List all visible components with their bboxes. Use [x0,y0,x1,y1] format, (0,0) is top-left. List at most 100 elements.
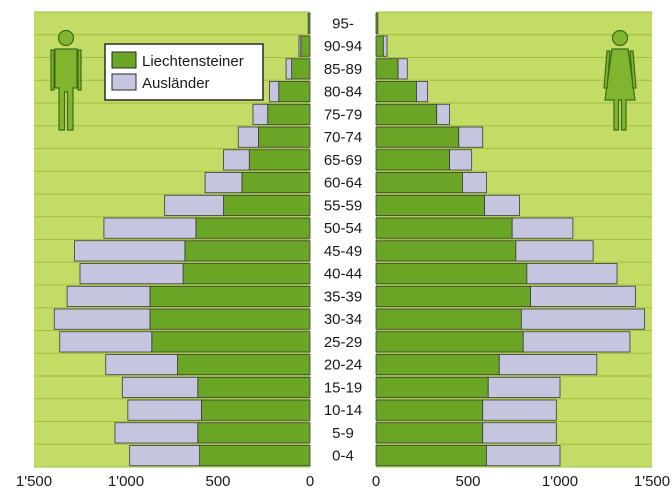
bar-female-liechtensteiner-80-84 [375,81,417,103]
age-group-label: 80-84 [324,84,362,101]
bar-male-liechtensteiner-20-24 [177,354,311,376]
bar-female-liechtensteiner-85-89 [375,58,399,80]
bar-female-liechtensteiner-30-34 [375,308,522,330]
bar-male-liechtensteiner-95- [307,12,311,34]
bar-male-auslaender-15-19 [121,376,199,398]
female-figure-icon [603,29,637,131]
x-tick-label-left: 1'000 [108,473,144,490]
bar-female-liechtensteiner-60-64 [375,172,463,194]
age-labels: 0-4 5-9 10-14 15-19 20-24 25-29 30-34 35-39 40-4… [324,15,362,464]
bar-male-liechtensteiner-35-39 [149,285,311,307]
bar-female-liechtensteiner-65-69 [375,149,450,171]
bar-male-liechtensteiner-40-44 [182,263,311,285]
bar-female-liechtensteiner-75-79 [375,103,438,125]
age-group-label: 25-29 [324,334,362,351]
bar-female-auslaender-80-84 [416,81,428,103]
bar-male-auslaender-75-79 [252,103,269,125]
bar-female-auslaender-65-69 [449,149,473,171]
bar-male-liechtensteiner-45-49 [184,240,311,262]
age-group-label: 55-59 [324,197,362,214]
bar-male-liechtensteiner-75-79 [267,103,311,125]
x-tick-label-left: 500 [205,473,230,490]
bar-male-auslaender-20-24 [105,354,178,376]
legend-label-liechtensteiner: Liechtensteiner [142,53,244,70]
axis-ticks: 1'500 1'000 500 0 0 500 1'000 1'500 [16,473,670,490]
bar-male-liechtensteiner-60-64 [241,172,311,194]
bar-female-auslaender-0-4 [485,445,561,467]
bar-female-auslaender-70-74 [458,126,484,148]
bar-female-liechtensteiner-50-54 [375,217,513,239]
bar-male-auslaender-40-44 [79,263,184,285]
bar-male-liechtensteiner-50-54 [195,217,311,239]
age-group-label: 5-9 [332,425,354,442]
bar-male-auslaender-70-74 [237,126,259,148]
bar-female-liechtensteiner-20-24 [375,354,500,376]
bar-female-auslaender-15-19 [487,376,561,398]
bar-female-auslaender-35-39 [530,285,636,307]
bar-male-auslaender-45-49 [74,240,186,262]
bar-female-liechtensteiner-15-19 [375,376,489,398]
x-tick-label-right: 1'500 [634,473,670,490]
bar-female-auslaender-60-64 [462,172,487,194]
bar-male-liechtensteiner-10-14 [201,399,311,421]
bar-male-auslaender-25-29 [59,331,153,353]
x-tick-label-left: 0 [306,473,314,490]
x-tick-label-right: 0 [372,473,380,490]
bar-female-auslaender-55-59 [484,194,520,216]
age-group-label: 15-19 [324,379,362,396]
bar-female-liechtensteiner-45-49 [375,240,517,262]
bar-female-auslaender-25-29 [522,331,631,353]
bar-male-auslaender-60-64 [204,172,243,194]
age-group-label: 35-39 [324,288,362,305]
bar-female-liechtensteiner-70-74 [375,126,460,148]
bar-female-liechtensteiner-0-4 [375,445,487,467]
age-group-label: 45-49 [324,243,362,260]
bar-male-liechtensteiner-5-9 [197,422,311,444]
bar-female-liechtensteiner-40-44 [375,263,528,285]
bar-female-auslaender-50-54 [511,217,574,239]
bars [53,12,646,467]
bar-male-auslaender-55-59 [164,194,224,216]
bar-female-liechtensteiner-10-14 [375,399,484,421]
legend-label-auslaender: Ausländer [142,75,210,92]
x-tick-label-right: 500 [455,473,480,490]
bar-male-auslaender-5-9 [114,422,199,444]
legend-swatch-liechtensteiner [111,51,137,69]
age-group-label: 75-79 [324,106,362,123]
age-group-label: 30-34 [324,311,362,328]
age-group-label: 85-89 [324,61,362,78]
gridlines [34,11,652,468]
bar-male-liechtensteiner-70-74 [258,126,311,148]
x-tick-label-right: 1'000 [542,473,578,490]
bar-female-liechtensteiner-5-9 [375,422,484,444]
bar-male-liechtensteiner-0-4 [199,445,311,467]
bar-female-liechtensteiner-95- [375,12,379,34]
age-group-label: 65-69 [324,152,362,169]
bar-male-liechtensteiner-55-59 [223,194,311,216]
age-group-label: 20-24 [324,357,362,374]
bar-male-auslaender-80-84 [269,81,280,103]
legend: Liechtensteiner Ausländer [104,43,264,101]
bar-male-liechtensteiner-80-84 [278,81,311,103]
bar-male-auslaender-30-34 [53,308,151,330]
bar-male-liechtensteiner-25-29 [151,331,311,353]
male-figure-icon [50,29,82,131]
bar-male-auslaender-35-39 [66,285,151,307]
bar-female-auslaender-30-34 [520,308,646,330]
bar-male-liechtensteiner-90-94 [300,35,311,57]
age-group-label: 10-14 [324,402,362,419]
age-group-label: 95- [332,15,354,32]
bar-male-liechtensteiner-85-89 [291,58,311,80]
bar-female-auslaender-10-14 [482,399,557,421]
age-group-label: 50-54 [324,220,362,237]
bar-male-auslaender-10-14 [127,399,202,421]
bar-female-liechtensteiner-90-94 [375,35,384,57]
bar-female-auslaender-5-9 [482,422,557,444]
legend-swatch-auslaender [111,73,137,91]
bar-female-liechtensteiner-55-59 [375,194,485,216]
age-group-label: 60-64 [324,175,362,192]
age-group-label: 70-74 [324,129,362,146]
bar-male-liechtensteiner-15-19 [197,376,311,398]
bar-female-auslaender-75-79 [436,103,451,125]
